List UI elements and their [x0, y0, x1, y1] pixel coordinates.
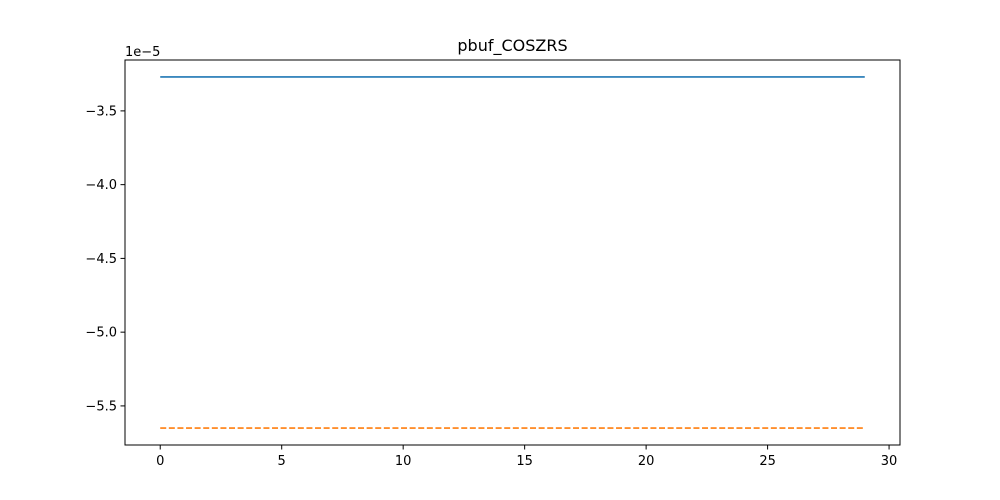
y-tick-label: −3.5 [85, 104, 117, 119]
x-tick-label: 25 [759, 454, 776, 469]
y-tick-label: −4.0 [85, 178, 117, 193]
x-tick-label: 5 [278, 454, 286, 469]
x-tick-label: 20 [638, 454, 655, 469]
series-layer [160, 76, 865, 429]
plot-frame [124, 59, 901, 446]
x-tick-label: 0 [156, 454, 164, 469]
y-tick-label: −5.0 [85, 326, 117, 341]
x-tick-label: 10 [395, 454, 412, 469]
axes-layer: 0 5 10 15 20 25 30 −3.5 −4.0 −4.5 −5.0 −5.5 [85, 59, 901, 469]
x-tick-label: 30 [881, 454, 898, 469]
x-tick-label: 15 [516, 454, 533, 469]
y-tick-label: −5.5 [85, 399, 117, 414]
y-tick-label: −4.5 [85, 252, 117, 267]
y-axis-offset-label: 1e−5 [125, 45, 160, 60]
chart-title: pbuf_COSZRS [457, 36, 567, 56]
